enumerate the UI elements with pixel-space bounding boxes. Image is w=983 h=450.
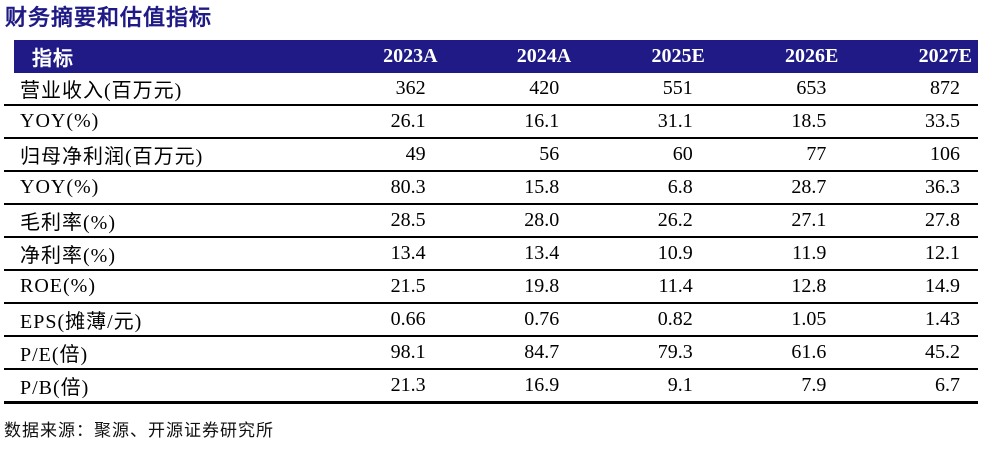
row-label: 营业收入(百万元) xyxy=(20,80,183,102)
row-value: 77 xyxy=(806,143,827,165)
page-title: 财务摘要和估值指标 xyxy=(5,5,213,30)
row-value: 61.6 xyxy=(791,341,827,363)
table-row-net-margin: 净利率(%) 13.4 13.4 10.9 11.9 12.1 xyxy=(4,238,978,271)
header-year-2024a: 2024A xyxy=(516,45,572,67)
row-value: 13.4 xyxy=(390,242,426,264)
row-value: 10.9 xyxy=(657,242,693,264)
table-row-net-profit: 归母净利润(百万元) 49 56 60 77 106 xyxy=(4,139,978,172)
header-year-2027e: 2027E xyxy=(918,45,972,67)
row-value: 21.5 xyxy=(390,275,426,297)
row-label: YOY(%) xyxy=(20,176,100,198)
row-value: 49 xyxy=(405,143,426,165)
row-value: 18.5 xyxy=(791,110,827,132)
row-label: P/E(倍) xyxy=(20,344,89,366)
table-row-revenue: 营业收入(百万元) 362 420 551 653 872 xyxy=(4,73,978,106)
row-value: 56 xyxy=(539,143,560,165)
row-value: 84.7 xyxy=(524,341,560,363)
row-value: 16.1 xyxy=(524,110,560,132)
row-label: 净利率(%) xyxy=(20,245,116,267)
table-row-gross-margin: 毛利率(%) 28.5 28.0 26.2 27.1 27.8 xyxy=(4,205,978,238)
row-label: EPS(摊薄/元) xyxy=(20,311,143,333)
row-value: 21.3 xyxy=(390,374,426,396)
row-value: 26.2 xyxy=(657,209,693,231)
row-value: 12.8 xyxy=(791,275,827,297)
row-value: 28.0 xyxy=(524,209,560,231)
table-row-roe: ROE(%) 21.5 19.8 11.4 12.8 14.9 xyxy=(4,271,978,304)
row-value: 14.9 xyxy=(924,275,960,297)
row-value: 31.1 xyxy=(657,110,693,132)
row-value: 1.05 xyxy=(791,308,827,330)
table-row-eps: EPS(摊薄/元) 0.66 0.76 0.82 1.05 1.43 xyxy=(4,304,978,337)
row-value: 872 xyxy=(929,77,960,99)
row-label: 归母净利润(百万元) xyxy=(20,146,204,168)
header-year-2025e: 2025E xyxy=(651,45,705,67)
table-row-pe: P/E(倍) 98.1 84.7 79.3 61.6 45.2 xyxy=(4,337,978,370)
row-value: 79.3 xyxy=(657,341,693,363)
row-value: 551 xyxy=(662,77,693,99)
row-value: 98.1 xyxy=(390,341,426,363)
table-header-row: 指标 2023A 2024A 2025E 2026E 2027E xyxy=(14,40,978,73)
row-label: 毛利率(%) xyxy=(20,212,116,234)
row-value: 6.7 xyxy=(934,374,960,396)
row-value: 33.5 xyxy=(924,110,960,132)
row-value: 0.76 xyxy=(524,308,560,330)
row-label: YOY(%) xyxy=(20,110,100,132)
row-value: 106 xyxy=(929,143,960,165)
row-value: 36.3 xyxy=(924,176,960,198)
header-metric-label: 指标 xyxy=(32,48,74,70)
row-value: 653 xyxy=(796,77,827,99)
table-row-pb: P/B(倍) 21.3 16.9 9.1 7.9 6.7 xyxy=(4,370,978,404)
row-value: 19.8 xyxy=(524,275,560,297)
row-value: 28.7 xyxy=(791,176,827,198)
row-value: 13.4 xyxy=(524,242,560,264)
data-source-note: 数据来源：聚源、开源证券研究所 xyxy=(4,421,274,440)
row-value: 45.2 xyxy=(924,341,960,363)
header-year-2026e: 2026E xyxy=(785,45,839,67)
row-value: 7.9 xyxy=(801,374,827,396)
row-value: 60 xyxy=(672,143,693,165)
row-value: 16.9 xyxy=(524,374,560,396)
table-row-net-profit-yoy: YOY(%) 80.3 15.8 6.8 28.7 36.3 xyxy=(4,172,978,205)
row-value: 11.9 xyxy=(792,242,827,264)
row-value: 28.5 xyxy=(390,209,426,231)
row-value: 0.82 xyxy=(657,308,693,330)
row-value: 9.1 xyxy=(667,374,693,396)
row-value: 80.3 xyxy=(390,176,426,198)
row-value: 6.8 xyxy=(667,176,693,198)
row-label: ROE(%) xyxy=(20,275,96,297)
row-value: 362 xyxy=(395,77,426,99)
row-value: 420 xyxy=(529,77,560,99)
row-value: 0.66 xyxy=(390,308,426,330)
row-value: 27.1 xyxy=(791,209,827,231)
row-value: 12.1 xyxy=(924,242,960,264)
row-value: 15.8 xyxy=(524,176,560,198)
row-value: 1.43 xyxy=(924,308,960,330)
header-year-2023a: 2023A xyxy=(383,45,438,67)
row-value: 27.8 xyxy=(924,209,960,231)
row-value: 11.4 xyxy=(658,275,693,297)
row-label: P/B(倍) xyxy=(20,377,90,399)
row-value: 26.1 xyxy=(390,110,426,132)
table-row-revenue-yoy: YOY(%) 26.1 16.1 31.1 18.5 33.5 xyxy=(4,106,978,139)
financial-summary-table: 指标 2023A 2024A 2025E 2026E 2027E 营业收入(百万… xyxy=(4,40,978,404)
